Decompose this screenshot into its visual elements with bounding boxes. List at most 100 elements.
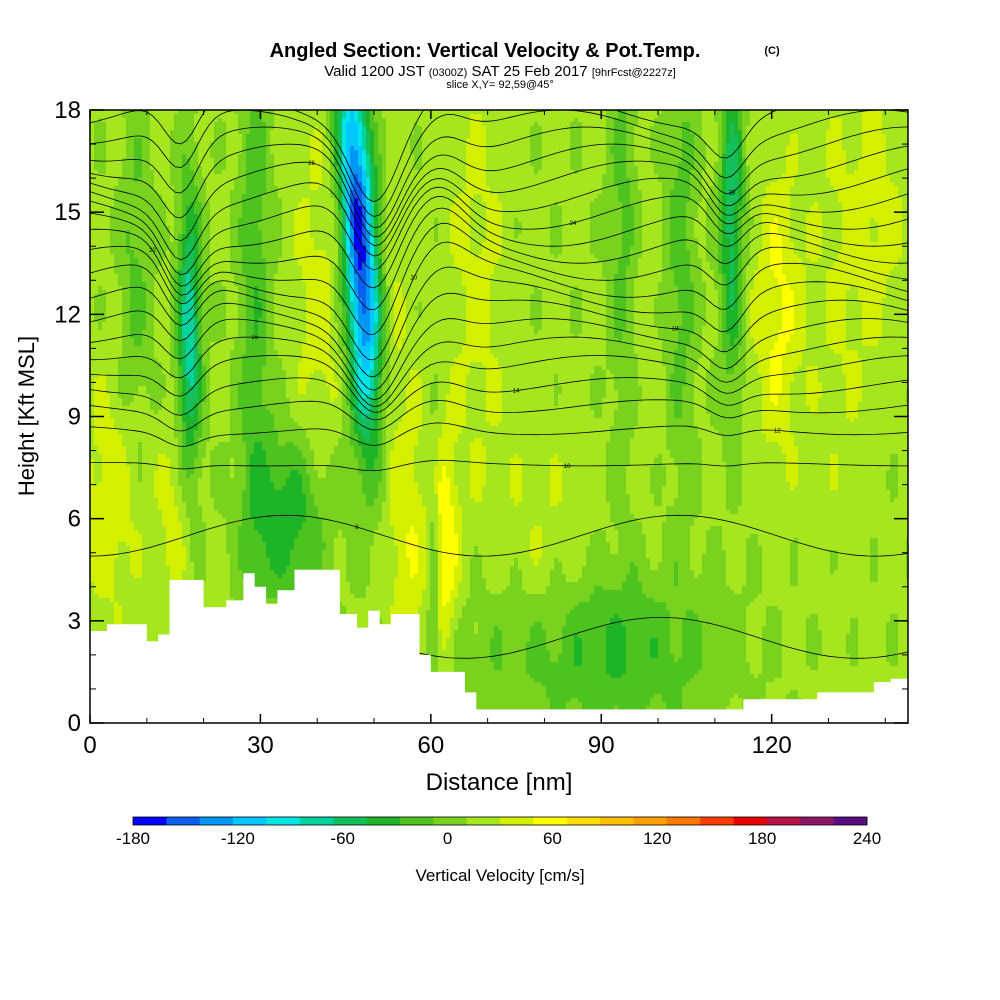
velocity-cell [394, 114, 399, 119]
velocity-cell [702, 142, 707, 147]
velocity-cell [698, 142, 703, 147]
velocity-cell [762, 154, 767, 159]
velocity-cell [786, 170, 791, 175]
velocity-cell [754, 202, 759, 207]
velocity-cell [722, 182, 727, 187]
velocity-cell [310, 198, 315, 203]
velocity-cell [726, 178, 731, 183]
velocity-cell [458, 166, 463, 171]
velocity-cell [670, 186, 675, 191]
velocity-cell [538, 186, 543, 191]
velocity-cell [894, 178, 899, 183]
velocity-cell [374, 170, 379, 175]
velocity-cell [190, 118, 195, 123]
velocity-cell [350, 162, 355, 167]
velocity-cell [282, 178, 287, 183]
velocity-cell [790, 122, 795, 127]
velocity-cell [586, 178, 591, 183]
velocity-cell [222, 190, 227, 195]
velocity-cell [234, 186, 239, 191]
velocity-cell [98, 126, 103, 131]
velocity-cell [666, 182, 671, 187]
velocity-cell [862, 198, 867, 203]
velocity-cell [238, 130, 243, 135]
velocity-cell [442, 126, 447, 131]
velocity-cell [250, 114, 255, 119]
velocity-cell [690, 202, 695, 207]
velocity-cell [122, 162, 127, 167]
velocity-cell [182, 146, 187, 151]
velocity-cell [494, 178, 499, 183]
velocity-cell [606, 158, 611, 163]
velocity-cell [218, 194, 223, 199]
velocity-cell [834, 150, 839, 155]
velocity-cell [390, 138, 395, 143]
velocity-cell [510, 126, 515, 131]
velocity-cell [886, 194, 891, 199]
velocity-cell [398, 146, 403, 151]
velocity-cell [150, 150, 155, 155]
velocity-cell [150, 202, 155, 207]
velocity-cell [514, 202, 519, 207]
velocity-cell [122, 166, 127, 171]
velocity-cell [318, 114, 323, 119]
velocity-cell [682, 130, 687, 135]
velocity-cell [794, 122, 799, 127]
velocity-cell [282, 206, 287, 211]
velocity-cell [374, 190, 379, 195]
velocity-cell [594, 170, 599, 175]
velocity-cell [318, 178, 323, 183]
velocity-cell [534, 190, 539, 195]
velocity-cell [450, 118, 455, 123]
velocity-cell [674, 142, 679, 147]
velocity-cell [382, 166, 387, 171]
velocity-cell [334, 118, 339, 123]
velocity-cell [438, 150, 443, 155]
velocity-cell [682, 202, 687, 207]
velocity-cell [218, 138, 223, 143]
velocity-cell [138, 138, 143, 143]
velocity-cell [514, 130, 519, 135]
velocity-cell [270, 194, 275, 199]
velocity-cell [490, 202, 495, 207]
velocity-cell [458, 162, 463, 167]
velocity-cell [494, 122, 499, 127]
velocity-cell [254, 142, 259, 147]
velocity-cell [842, 166, 847, 171]
velocity-cell [766, 126, 771, 131]
velocity-cell [250, 154, 255, 159]
velocity-cell [186, 170, 191, 175]
velocity-cell [446, 122, 451, 127]
velocity-cell [270, 158, 275, 163]
velocity-cell [790, 198, 795, 203]
velocity-cell [506, 118, 511, 123]
velocity-cell [606, 138, 611, 143]
velocity-cell [894, 130, 899, 135]
velocity-cell [154, 174, 159, 179]
velocity-cell [774, 122, 779, 127]
velocity-cell [154, 182, 159, 187]
velocity-cell [890, 114, 895, 119]
velocity-cell [578, 182, 583, 187]
velocity-cell [538, 174, 543, 179]
velocity-cell [550, 114, 555, 119]
velocity-cell [458, 146, 463, 151]
velocity-cell [298, 190, 303, 195]
velocity-cell [118, 186, 123, 191]
velocity-cell [322, 174, 327, 179]
velocity-cell [98, 190, 103, 195]
velocity-cell [674, 174, 679, 179]
velocity-cell [122, 198, 127, 203]
velocity-cell [166, 138, 171, 143]
velocity-cell [438, 202, 443, 207]
velocity-cell [730, 142, 735, 147]
velocity-cell [762, 190, 767, 195]
velocity-cell [894, 158, 899, 163]
velocity-cell [510, 170, 515, 175]
velocity-cell [290, 154, 295, 159]
velocity-cell [482, 178, 487, 183]
velocity-cell [474, 194, 479, 199]
velocity-cell [206, 182, 211, 187]
velocity-cell [590, 154, 595, 159]
velocity-cell [246, 158, 251, 163]
